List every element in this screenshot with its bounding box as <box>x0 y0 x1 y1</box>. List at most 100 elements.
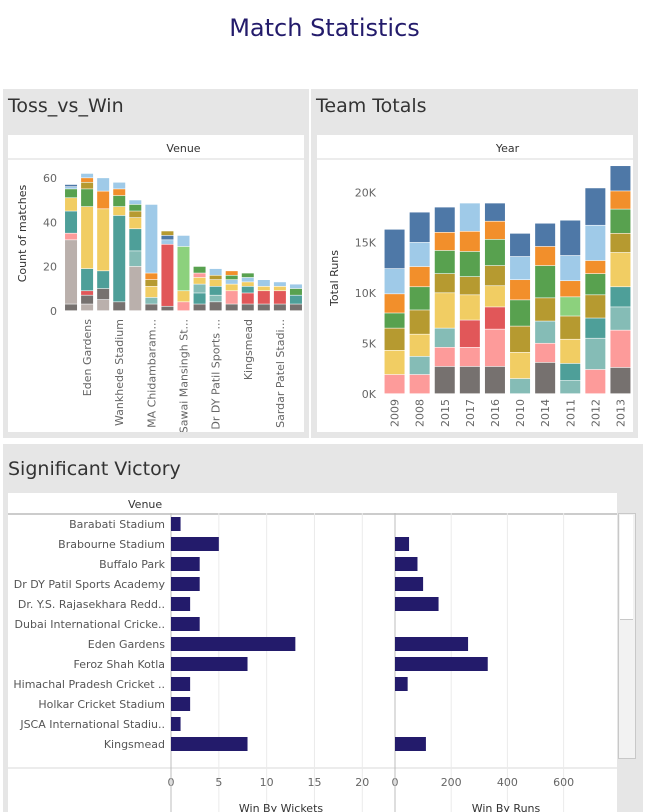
bar-segment <box>129 229 142 251</box>
bar-segment <box>610 209 631 234</box>
bar-segment <box>484 265 505 286</box>
bar-segment <box>129 266 142 311</box>
bar-segment <box>384 229 405 269</box>
y-tick-label: 40 <box>43 216 57 229</box>
bar-segment <box>289 304 302 311</box>
bar-segment <box>65 198 78 211</box>
venue-label: Dr DY Patil Sports Academy <box>14 578 166 591</box>
bar-segment <box>610 191 631 209</box>
bar-segment <box>257 291 270 304</box>
bar-segment <box>510 352 531 379</box>
bar-segment <box>510 378 531 394</box>
bar-segment <box>225 275 238 280</box>
bar-segment <box>97 209 110 271</box>
bar-segment <box>560 339 581 364</box>
bar-segment <box>225 271 238 275</box>
bar-segment <box>289 284 302 289</box>
bar-segment <box>273 291 286 304</box>
x-tick-label: 200 <box>441 776 462 789</box>
toss-vs-win-chart: Venue 0 20 40 60 Count of matches Eden Gardens… <box>8 142 304 432</box>
bar-segment <box>560 316 581 339</box>
bar-segment <box>145 297 158 304</box>
vertical-scrollbar[interactable] <box>618 513 636 759</box>
bar-segment <box>193 284 206 293</box>
bar-segment <box>434 273 455 293</box>
bar-segment <box>610 252 631 287</box>
bar-segment <box>113 182 126 189</box>
bar-segment <box>97 288 110 300</box>
y-tick-label: 10K <box>355 287 377 300</box>
bar-segment <box>610 307 631 330</box>
bar-segment <box>409 212 430 243</box>
bar-segment <box>409 356 430 375</box>
bar-segment <box>177 246 190 291</box>
bar-segment <box>145 273 158 280</box>
bar-segment <box>81 189 94 207</box>
bar-segment <box>560 281 581 297</box>
bar-segment <box>409 287 430 310</box>
venue-label: Eden Gardens <box>88 638 165 651</box>
bar-segment <box>257 304 270 311</box>
bar-segment <box>225 280 238 284</box>
bar-segment <box>145 304 158 311</box>
y-axis-label: Count of matches <box>16 184 29 282</box>
bar-segment <box>384 268 405 294</box>
bar-segment <box>535 321 556 343</box>
y-axis-label: Total Runs <box>328 250 341 307</box>
bar-segment <box>409 374 430 394</box>
bar-segment <box>65 184 78 187</box>
bar-segment <box>459 320 480 347</box>
bar <box>171 657 248 671</box>
column-header: Venue <box>128 498 162 511</box>
bar <box>395 657 488 671</box>
bar-segment <box>209 295 222 302</box>
bar-segment <box>510 280 531 300</box>
bar-segment <box>459 366 480 394</box>
bar-segment <box>434 328 455 347</box>
bar-segment <box>177 235 190 247</box>
bar-segment <box>585 318 606 338</box>
scrollbar-thumb[interactable] <box>620 515 633 620</box>
bar-segment <box>81 295 94 304</box>
x-tick-label: 2017 <box>464 399 477 427</box>
bar-segment <box>289 288 302 295</box>
bar-segment <box>585 369 606 394</box>
bar <box>171 557 200 571</box>
bar-segment <box>484 203 505 221</box>
y-tick-label: 20 <box>43 261 57 274</box>
bar-segment <box>65 187 78 189</box>
x-tick-label: 400 <box>497 776 518 789</box>
bar <box>395 677 408 691</box>
x-tick-label: 2012 <box>589 399 602 427</box>
bar-segment <box>161 231 174 236</box>
bar <box>171 517 181 531</box>
bar-segment <box>484 307 505 329</box>
bar-segment <box>484 366 505 394</box>
bar-segment <box>113 206 126 216</box>
bar-segment <box>409 266 430 287</box>
bar <box>171 617 200 631</box>
significant-victory-title: Significant Victory <box>8 458 181 480</box>
bar-segment <box>129 204 142 211</box>
bar-segment <box>273 282 286 287</box>
bar <box>171 597 191 611</box>
bar-segment <box>510 326 531 353</box>
bar <box>395 637 469 651</box>
x-tick-label: Kingsmead <box>242 319 255 380</box>
bar-segment <box>560 220 581 256</box>
bar-segment <box>193 293 206 304</box>
bar-segment <box>610 367 631 394</box>
bar-segment <box>384 328 405 351</box>
bar-segment <box>209 275 222 280</box>
bar-segment <box>257 286 270 291</box>
bar-segment <box>81 206 94 269</box>
bar-segment <box>81 304 94 311</box>
toss-vs-win-title: Toss_vs_Win <box>8 95 124 117</box>
toss-vs-win-panel: Toss_vs_Win Venue 0 20 40 60 Count of matches… <box>3 89 309 438</box>
bar-segment <box>97 178 110 191</box>
bar-segment <box>193 277 206 284</box>
bar-segment <box>209 302 222 311</box>
x-axis-label: Win By Wickets <box>239 802 324 812</box>
bar-segment <box>484 239 505 266</box>
bar-segment <box>510 300 531 326</box>
